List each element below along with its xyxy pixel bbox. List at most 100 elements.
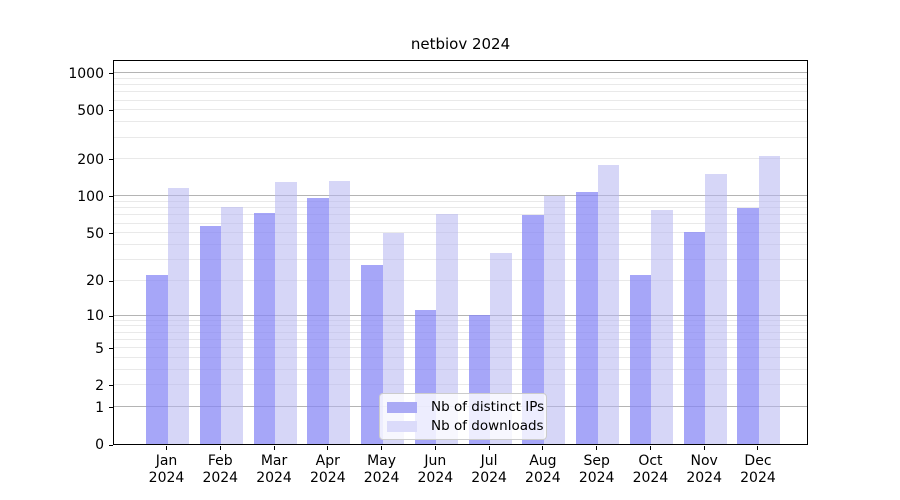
x-tick-month: Jul: [480, 453, 498, 469]
bar-downloads-feb: [221, 206, 243, 444]
y-tick-mark-2: [109, 385, 113, 387]
x-tick-mark-aug: [542, 446, 544, 450]
gridline-minor: [114, 258, 807, 260]
x-tick-month: Aug: [529, 453, 557, 469]
gridline-minor: [114, 338, 807, 340]
gridline-minor: [114, 91, 807, 93]
gridline-major: [114, 195, 807, 197]
x-tick-label-jan: Jan 2024: [135, 453, 199, 487]
y-tick-mark-0: [109, 444, 113, 446]
y-tick-label-1000: 1000: [68, 65, 104, 82]
y-tick-label-500: 500: [77, 102, 104, 119]
x-tick-month: Apr: [315, 453, 340, 469]
x-tick-mark-nov: [703, 446, 705, 450]
y-tick-label-20: 20: [86, 273, 104, 290]
bar-downloads-mar: [275, 181, 297, 444]
x-tick-label-jun: Jun 2024: [403, 453, 467, 487]
legend-label-downloads: Nb of downloads: [431, 418, 544, 434]
x-tick-year: 2024: [202, 470, 239, 486]
gridline-minor: [114, 77, 807, 79]
x-tick-month: May: [367, 453, 397, 469]
bar-downloads-apr: [328, 181, 351, 444]
x-tick-year: 2024: [578, 470, 615, 486]
bar-ips-nov: [683, 231, 706, 444]
gridline-minor: [114, 232, 807, 234]
x-tick-label-oct: Oct 2024: [618, 453, 682, 487]
gridline-minor: [114, 319, 807, 321]
x-tick-month: Mar: [260, 453, 288, 469]
gridline-minor: [114, 84, 807, 86]
y-tick-label-5: 5: [95, 340, 104, 357]
x-tick-label-apr: Apr 2024: [296, 453, 360, 487]
y-tick-label-1: 1: [95, 399, 104, 416]
gridline-minor: [114, 158, 807, 160]
x-tick-label-nov: Nov 2024: [672, 453, 736, 487]
legend-item-downloads: Nb of downloads: [387, 418, 544, 434]
gridline-minor: [114, 347, 807, 349]
x-tick-mark-apr: [327, 446, 329, 450]
gridline-minor: [114, 279, 807, 281]
y-tick-mark-100: [109, 196, 113, 198]
gridline-major: [114, 72, 807, 74]
x-tick-mark-mar: [273, 446, 275, 450]
x-tick-month: Oct: [638, 453, 663, 469]
y-tick-label-2: 2: [95, 377, 104, 394]
bar-ips-dec: [737, 208, 759, 444]
y-tick-label-50: 50: [86, 225, 104, 242]
gridline-minor: [114, 243, 807, 245]
x-tick-year: 2024: [256, 470, 292, 486]
x-tick-year: 2024: [686, 470, 722, 486]
bar-ips-sep: [576, 191, 598, 444]
gridline-minor: [114, 384, 807, 386]
bar-downloads-jun: [436, 214, 458, 444]
bar-ips-may: [361, 264, 383, 444]
gridline-major: [114, 314, 807, 316]
gridline-minor: [114, 325, 807, 327]
x-tick-mark-feb: [219, 446, 221, 450]
x-tick-mark-dec: [757, 446, 759, 450]
y-tick-label-100: 100: [77, 188, 104, 205]
bar-downloads-dec: [758, 156, 781, 444]
x-tick-year: 2024: [417, 470, 454, 486]
y-tick-mark-200: [109, 159, 113, 161]
gridline-minor: [114, 99, 807, 101]
x-tick-label-aug: Aug 2024: [511, 453, 575, 487]
bar-ips-aug: [522, 214, 544, 444]
x-tick-mark-jun: [434, 446, 436, 450]
x-tick-year: 2024: [309, 470, 346, 486]
x-tick-month: Nov: [690, 453, 718, 469]
plot-area: Nb of distinct IPs Nb of downloads: [113, 60, 808, 445]
gridline-minor: [114, 109, 807, 111]
bar-downloads-aug: [543, 195, 566, 444]
y-tick-label-10: 10: [86, 308, 104, 325]
x-tick-year: 2024: [148, 470, 185, 486]
x-tick-label-feb: Feb 2024: [188, 453, 252, 487]
y-tick-mark-1000: [109, 73, 113, 75]
x-tick-year: 2024: [471, 470, 507, 486]
chart-title: netbiov 2024: [410, 35, 511, 53]
bar-ips-oct: [629, 275, 652, 444]
gridline-minor: [114, 207, 807, 209]
gridline-minor: [114, 121, 807, 123]
bar-downloads-nov: [705, 173, 727, 444]
bar-downloads-may: [382, 232, 405, 444]
x-tick-label-sep: Sep 2024: [565, 453, 629, 487]
x-tick-mark-jan: [166, 446, 167, 450]
x-tick-mark-sep: [596, 446, 598, 450]
legend: Nb of distinct IPs Nb of downloads: [379, 393, 547, 440]
x-tick-month: Jun: [424, 453, 447, 469]
bar-downloads-sep: [597, 164, 620, 444]
legend-label-distinct-ips: Nb of distinct IPs: [431, 399, 545, 415]
y-tick-label-200: 200: [77, 151, 104, 168]
bar-ips-mar: [253, 213, 276, 444]
x-tick-label-jul: Jul 2024: [457, 453, 521, 487]
y-tick-mark-5: [109, 348, 113, 350]
y-tick-mark-10: [109, 315, 113, 317]
bar-ips-apr: [307, 198, 329, 444]
gridline-minor: [114, 369, 807, 370]
x-tick-mark-jul: [488, 446, 490, 450]
x-tick-year: 2024: [363, 470, 400, 486]
legend-swatch-downloads: [387, 420, 417, 432]
x-tick-year: 2024: [740, 470, 776, 486]
